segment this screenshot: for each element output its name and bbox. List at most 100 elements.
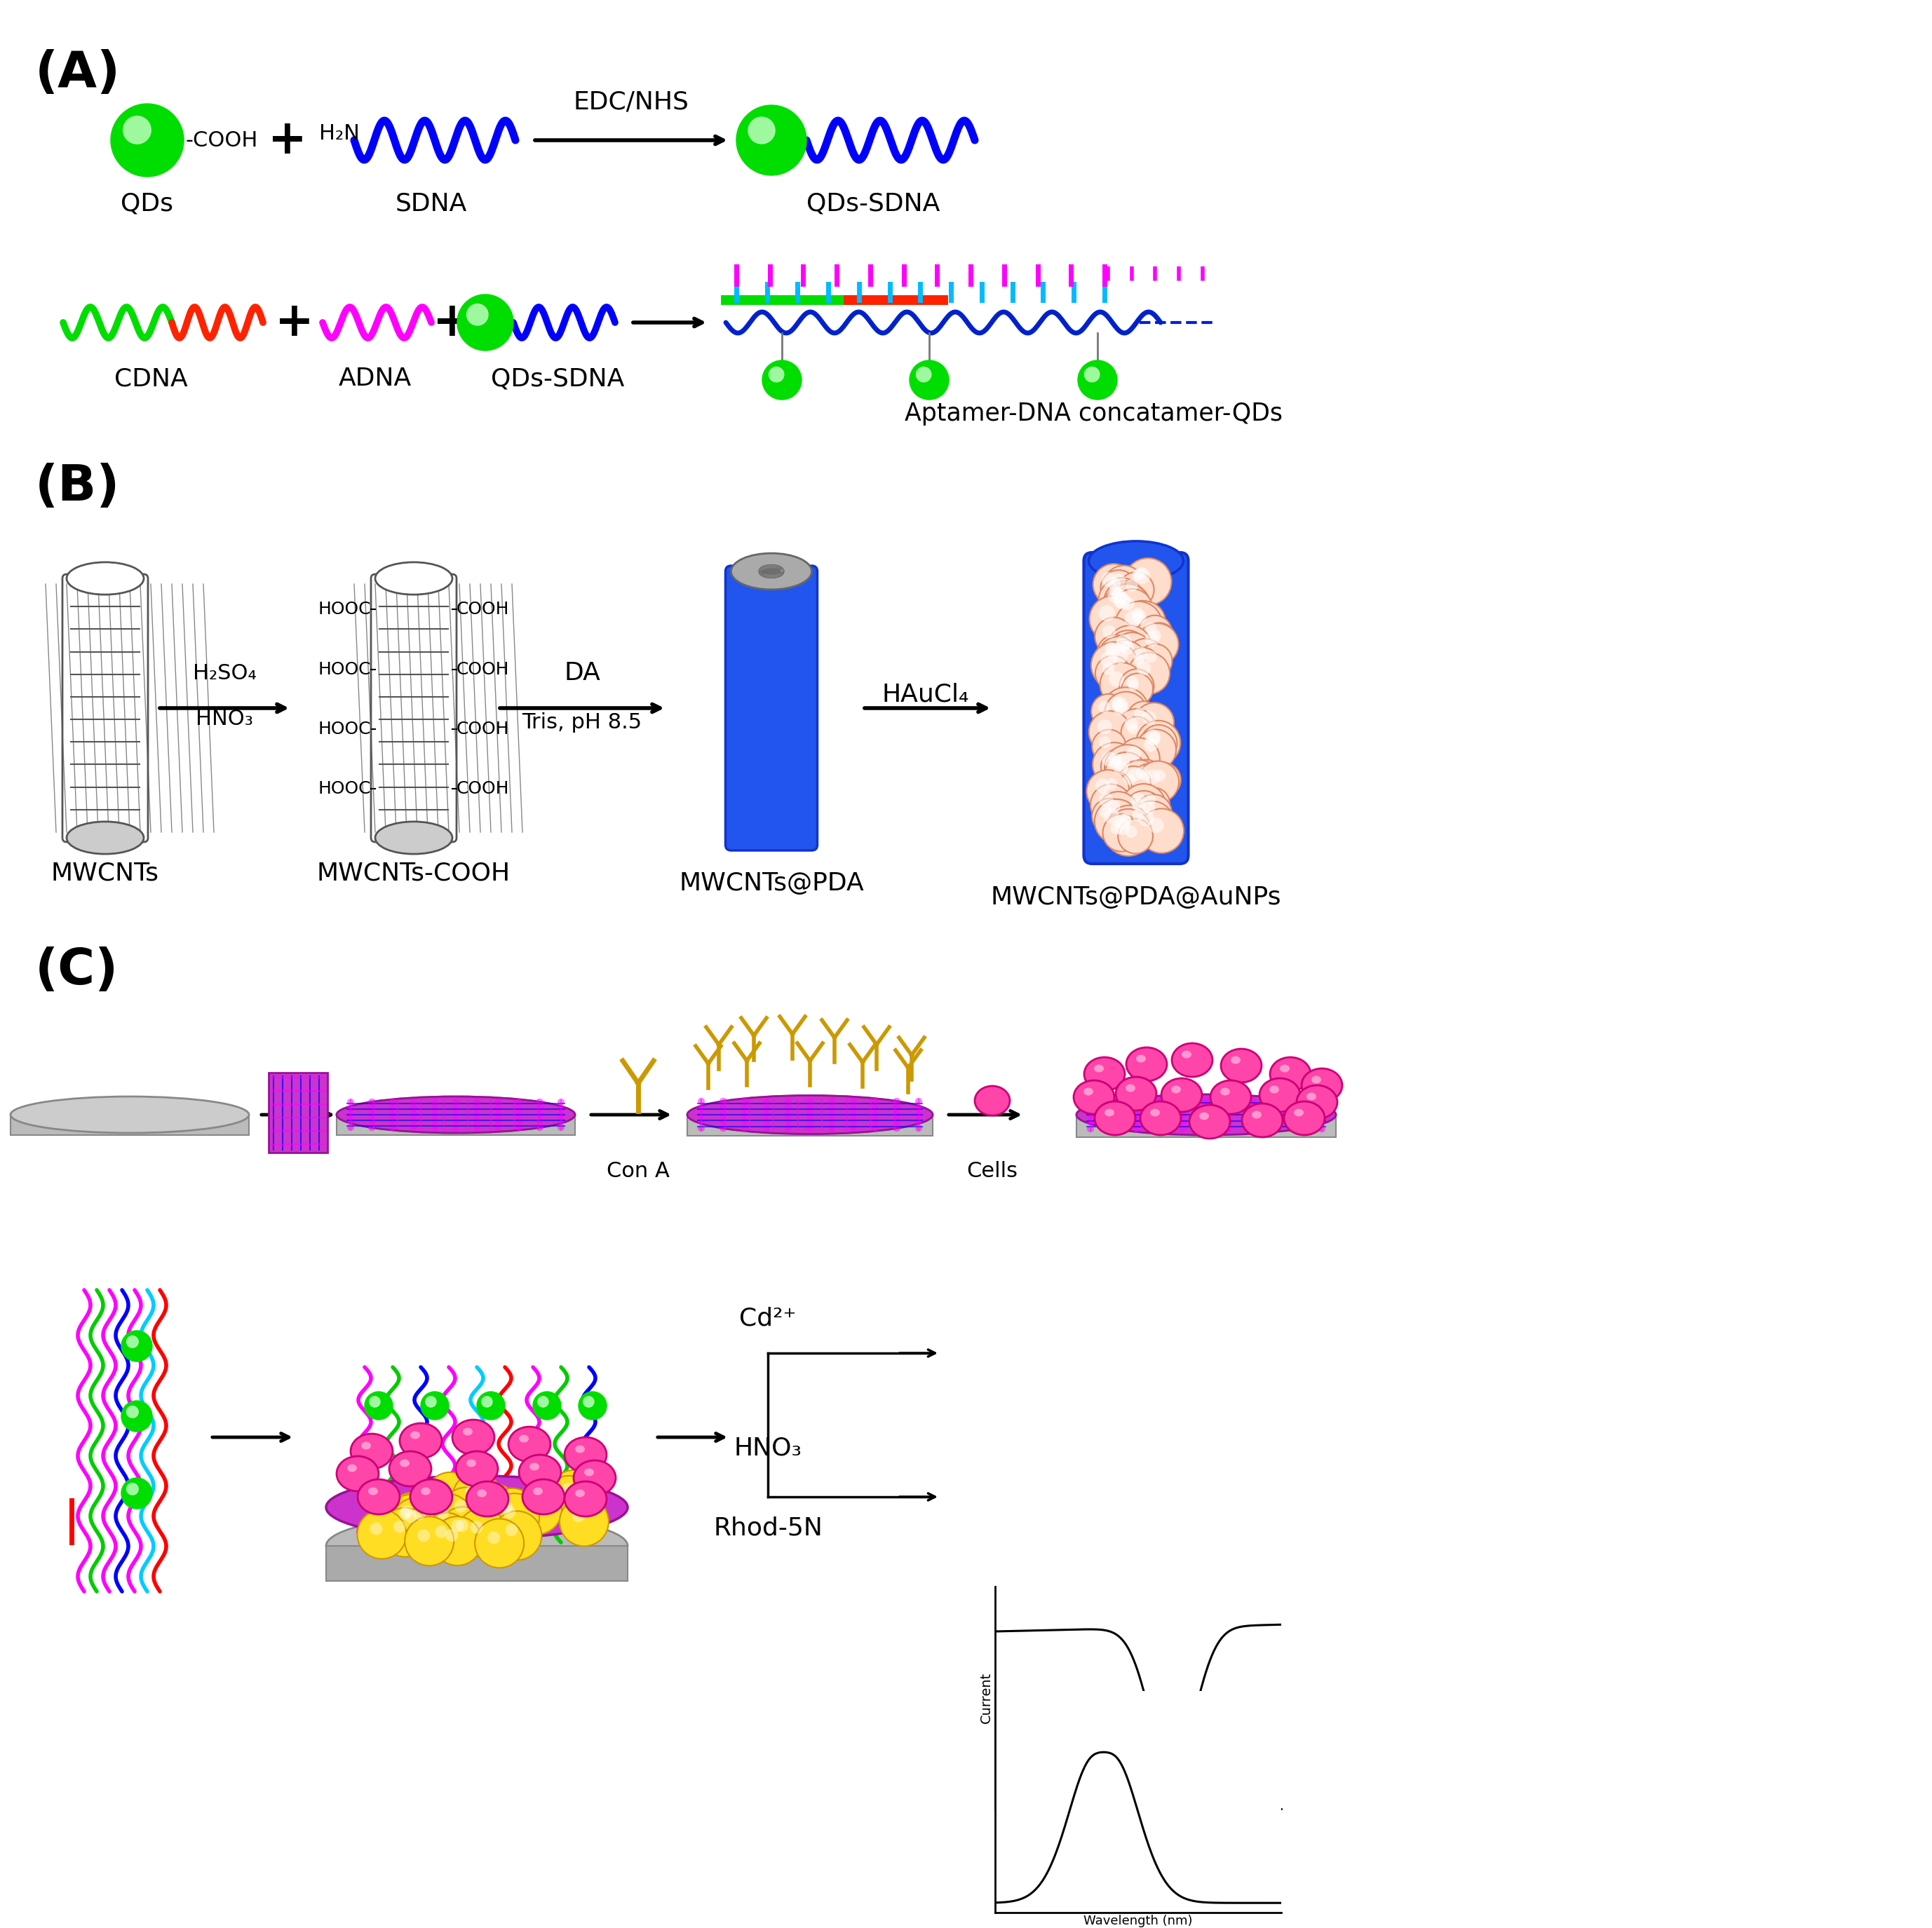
Circle shape	[1113, 592, 1130, 609]
Circle shape	[769, 573, 773, 576]
Ellipse shape	[1076, 1095, 1335, 1136]
Circle shape	[1111, 1111, 1117, 1118]
Circle shape	[1248, 1111, 1256, 1118]
Circle shape	[1113, 806, 1146, 841]
Circle shape	[767, 571, 771, 575]
Circle shape	[1134, 704, 1175, 742]
Circle shape	[1146, 763, 1180, 796]
Circle shape	[1084, 366, 1099, 382]
Circle shape	[806, 1097, 813, 1105]
Ellipse shape	[520, 1456, 560, 1490]
Ellipse shape	[520, 1434, 529, 1442]
Circle shape	[1134, 646, 1148, 661]
Circle shape	[1119, 573, 1153, 607]
Circle shape	[697, 1097, 705, 1105]
Circle shape	[773, 571, 779, 575]
Ellipse shape	[1260, 1078, 1300, 1112]
Circle shape	[1103, 582, 1150, 629]
Circle shape	[1111, 632, 1153, 673]
Circle shape	[452, 1105, 460, 1112]
Circle shape	[916, 1118, 922, 1126]
Circle shape	[742, 1118, 748, 1126]
Circle shape	[1099, 736, 1111, 748]
Circle shape	[1136, 567, 1148, 578]
Ellipse shape	[350, 1434, 392, 1469]
Circle shape	[779, 571, 782, 575]
Circle shape	[473, 1111, 481, 1118]
Ellipse shape	[1084, 1057, 1124, 1091]
Circle shape	[500, 1500, 512, 1513]
Circle shape	[773, 565, 777, 569]
Circle shape	[1105, 744, 1150, 790]
Circle shape	[1099, 605, 1115, 621]
Text: CDNA: CDNA	[114, 366, 187, 391]
Ellipse shape	[327, 1475, 628, 1539]
Circle shape	[1271, 1118, 1279, 1126]
Circle shape	[1146, 623, 1157, 634]
Circle shape	[128, 1336, 139, 1348]
Circle shape	[110, 104, 184, 177]
Circle shape	[1132, 569, 1144, 580]
Circle shape	[410, 1105, 417, 1112]
Circle shape	[452, 1118, 460, 1124]
Circle shape	[1107, 800, 1121, 814]
Circle shape	[1144, 738, 1157, 752]
FancyBboxPatch shape	[1084, 553, 1188, 864]
Text: COOH: COOH	[456, 721, 510, 736]
Circle shape	[516, 1118, 522, 1124]
Circle shape	[369, 1105, 375, 1112]
Circle shape	[1134, 708, 1146, 719]
Ellipse shape	[375, 563, 452, 594]
Circle shape	[779, 569, 782, 573]
Circle shape	[773, 567, 777, 571]
Circle shape	[558, 1111, 564, 1118]
Circle shape	[1090, 711, 1130, 754]
Circle shape	[850, 1118, 858, 1126]
Circle shape	[537, 1111, 543, 1118]
Circle shape	[348, 1124, 354, 1132]
Circle shape	[1078, 361, 1117, 399]
Circle shape	[1101, 748, 1136, 785]
Circle shape	[777, 567, 781, 571]
Circle shape	[1132, 609, 1146, 625]
Circle shape	[1086, 769, 1130, 812]
Circle shape	[1146, 794, 1155, 804]
Circle shape	[1204, 1118, 1209, 1126]
Circle shape	[1111, 575, 1126, 588]
Circle shape	[1136, 767, 1148, 779]
Circle shape	[719, 1124, 726, 1132]
FancyBboxPatch shape	[269, 1072, 328, 1153]
Circle shape	[122, 1330, 153, 1361]
Circle shape	[1140, 725, 1177, 762]
Circle shape	[1113, 760, 1128, 775]
Circle shape	[1113, 700, 1128, 715]
Ellipse shape	[1296, 1085, 1337, 1118]
Circle shape	[388, 1111, 396, 1118]
Circle shape	[1117, 765, 1151, 800]
Ellipse shape	[522, 1479, 564, 1513]
Circle shape	[1121, 814, 1132, 825]
Circle shape	[431, 1124, 439, 1132]
Ellipse shape	[730, 553, 811, 590]
Text: HOOC: HOOC	[319, 602, 371, 619]
Circle shape	[763, 567, 767, 573]
Circle shape	[759, 571, 763, 575]
Circle shape	[765, 567, 771, 571]
Circle shape	[769, 575, 773, 578]
Circle shape	[469, 1521, 483, 1533]
Circle shape	[1132, 810, 1144, 821]
Circle shape	[348, 1118, 354, 1124]
Circle shape	[1111, 1126, 1117, 1132]
Circle shape	[763, 569, 767, 573]
Circle shape	[771, 573, 775, 578]
Circle shape	[719, 1111, 726, 1118]
Circle shape	[850, 1111, 858, 1118]
Circle shape	[763, 361, 802, 399]
Circle shape	[558, 1105, 564, 1112]
Circle shape	[1111, 696, 1128, 713]
Circle shape	[806, 1124, 813, 1132]
Circle shape	[413, 1508, 425, 1521]
Circle shape	[1271, 1111, 1279, 1118]
Circle shape	[1124, 602, 1159, 634]
Circle shape	[583, 1396, 593, 1407]
